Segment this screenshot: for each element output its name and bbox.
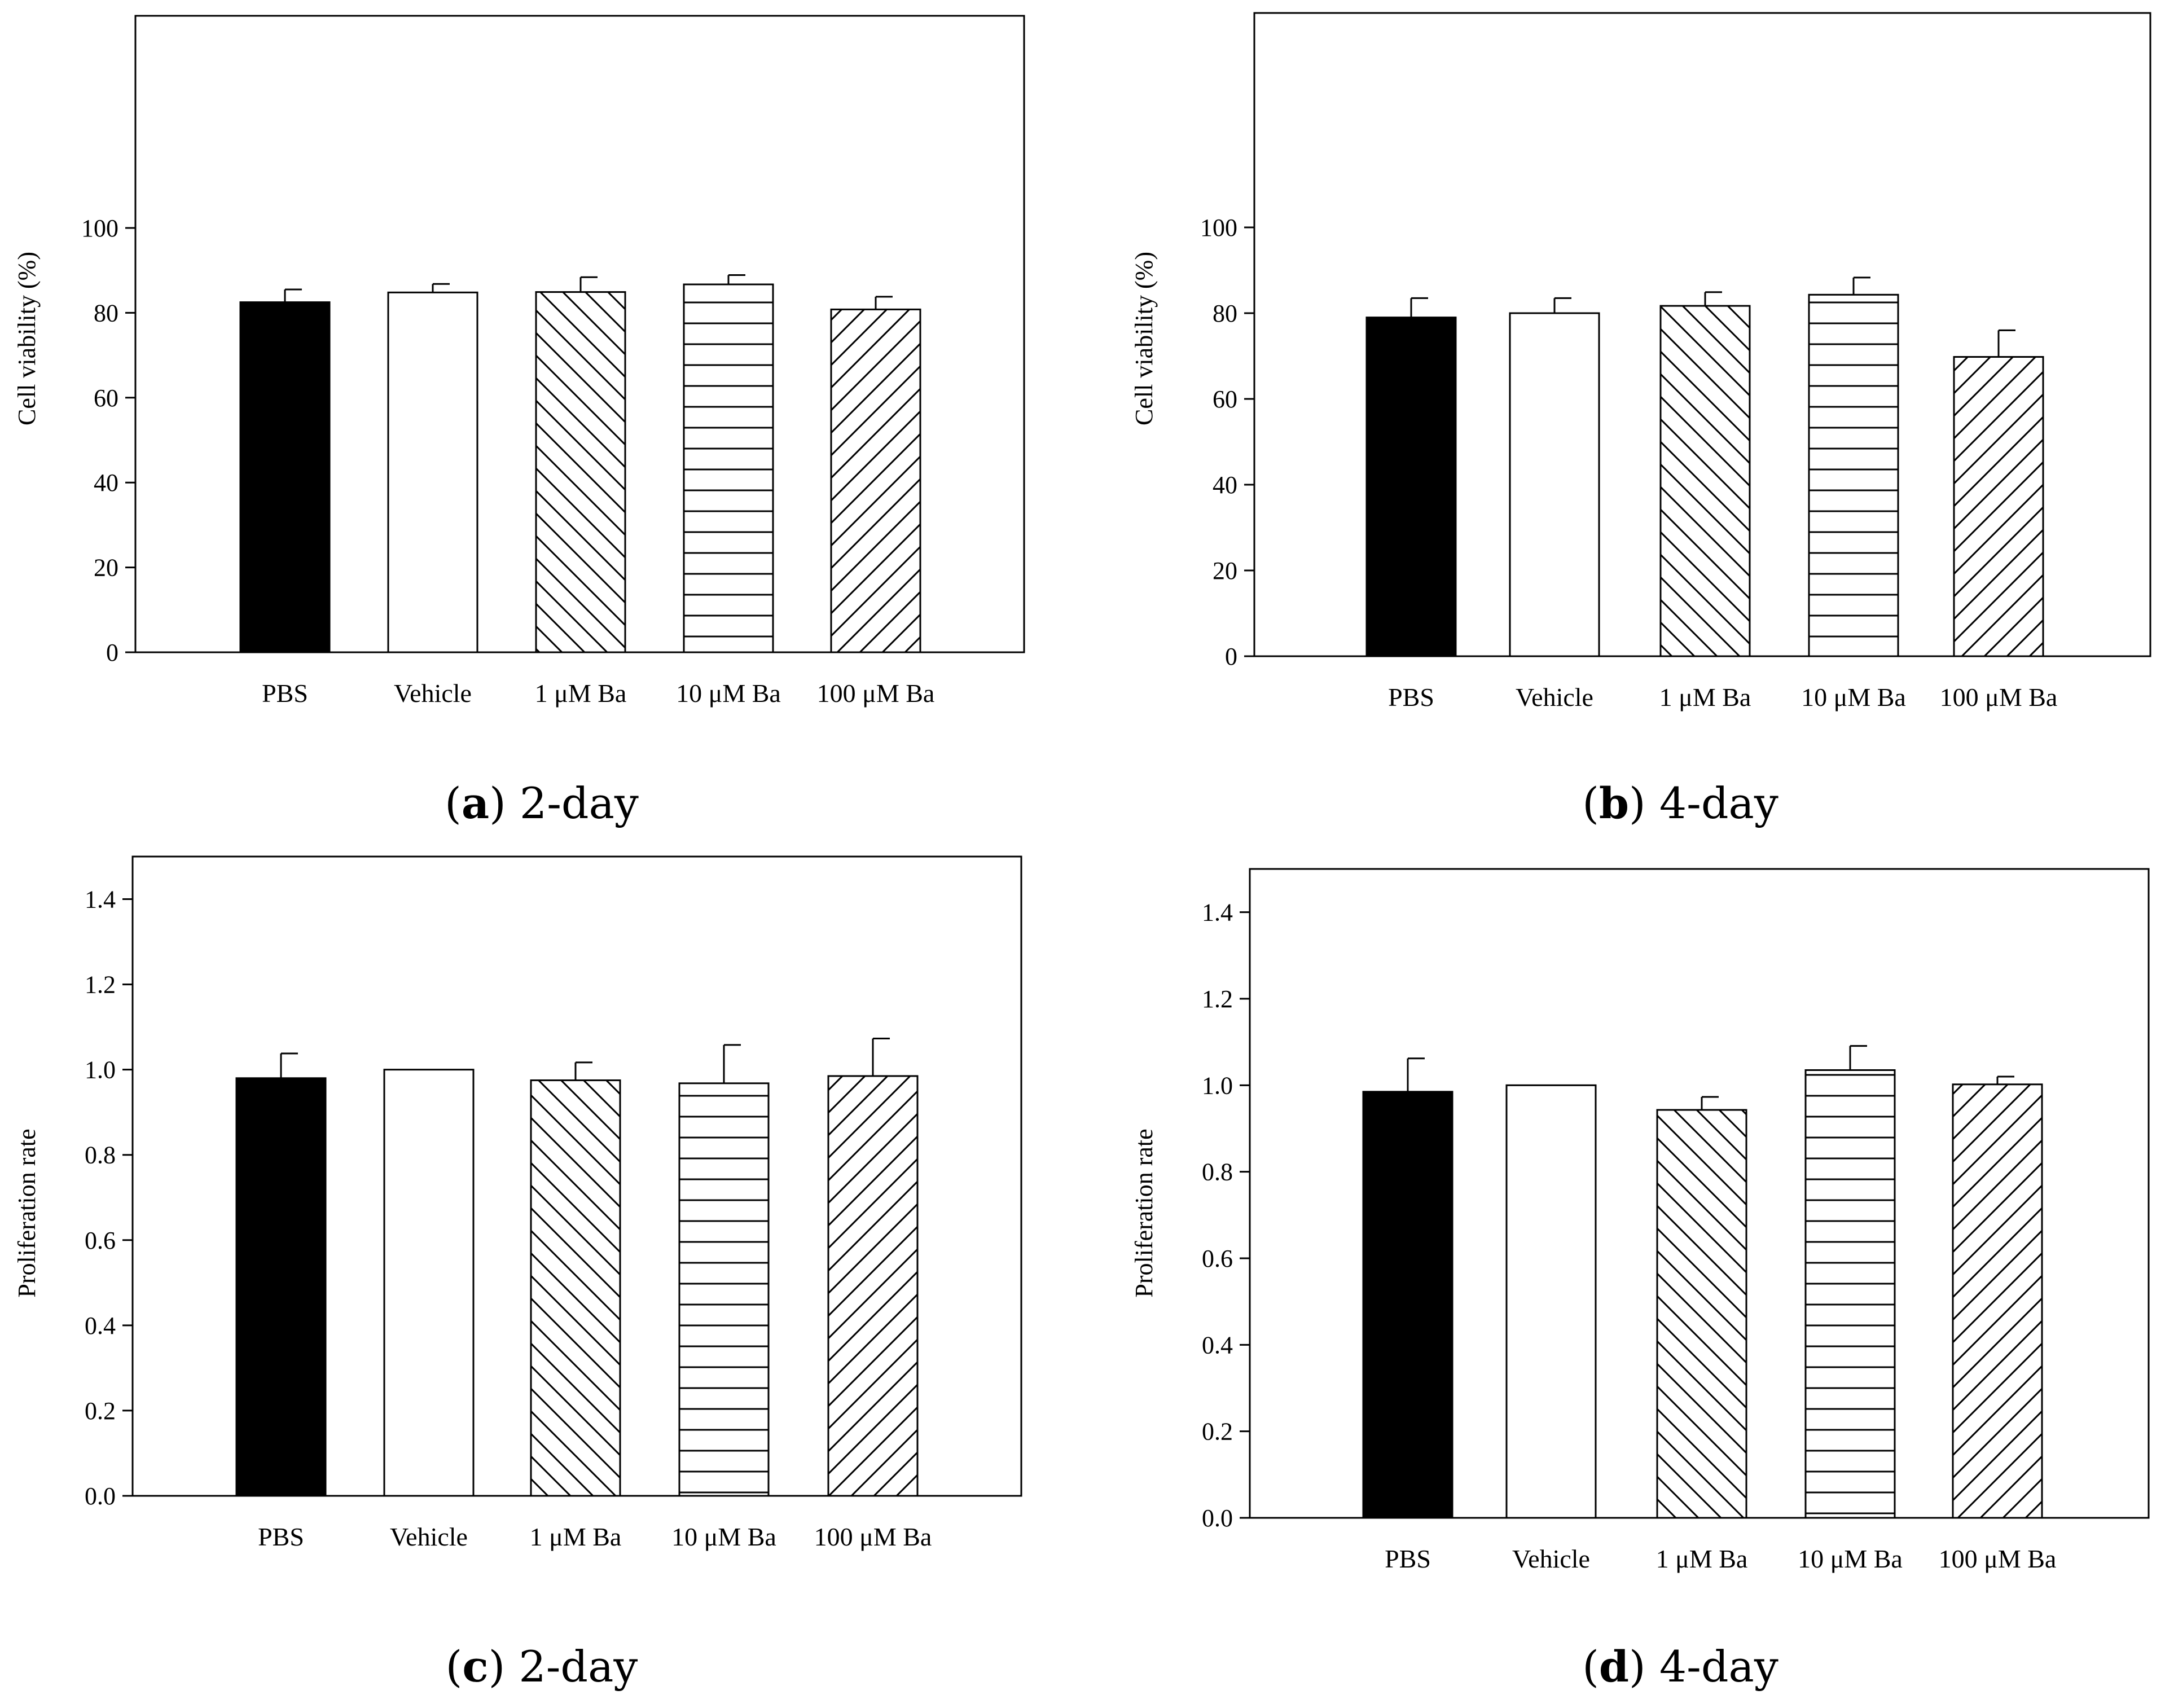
y-tick-label: 1.2 [85, 971, 116, 999]
y-tick-label: 0.8 [1202, 1158, 1233, 1186]
bar [1656, 1109, 1747, 1519]
y-tick-label: 100 [1200, 214, 1237, 242]
bars [235, 1038, 919, 1497]
y-ticks: 0.0 0.2 0.4 0.6 0.8 1.0 1.2 1.4 [85, 886, 133, 1510]
y-tick-label: 40 [94, 469, 118, 497]
y-tick-label: 0.0 [85, 1482, 116, 1510]
y-axis-title: Proliferation rate [1130, 1129, 1158, 1297]
panel-caption: (d) 4-day [1582, 1641, 1778, 1692]
category-label: 1 μM Ba [535, 679, 627, 708]
panel-caption: (b) 4-day [1582, 778, 1778, 828]
y-tick-label: 0 [1225, 643, 1237, 670]
y-tick-label: 0.4 [85, 1312, 116, 1340]
bar [1365, 317, 1457, 657]
y-tick-label: 80 [1213, 300, 1237, 327]
y-tick-label: 0.6 [85, 1227, 116, 1254]
bar [383, 1069, 475, 1497]
panel-caption: (a) 2-day [445, 778, 639, 828]
y-tick-label: 1.0 [1202, 1072, 1233, 1099]
category-label: PBS [1385, 1544, 1431, 1573]
bar [535, 291, 626, 653]
y-tick-label: 40 [1213, 471, 1237, 499]
y-tick-label: 0.8 [85, 1141, 116, 1169]
y-tick-label: 100 [81, 214, 118, 242]
bar [1953, 356, 2044, 657]
category-label: 100 μM Ba [1940, 683, 2058, 712]
y-tick-label: 80 [94, 299, 118, 327]
y-tick-label: 0.4 [1202, 1331, 1233, 1359]
y-axis-title: Cell viability (%) [13, 252, 41, 425]
category-label: PBS [258, 1522, 304, 1551]
category-label: 10 μM Ba [676, 679, 781, 708]
bars [1365, 276, 2044, 657]
bar [1505, 1084, 1597, 1519]
bars [1362, 1045, 2043, 1519]
category-label: 1 μM Ba [1656, 1544, 1748, 1573]
panel-d: 0.0 0.2 0.4 0.6 0.8 1.0 1.2 1.4 PBS Vehicle 1 μM … [1130, 868, 2150, 1692]
category-label: 100 μM Ba [817, 679, 935, 708]
bar [827, 1075, 919, 1497]
bar [239, 301, 331, 653]
y-tick-label: 0.0 [1202, 1504, 1233, 1532]
bar [530, 1079, 621, 1497]
panel-caption: (c) 2-day [446, 1641, 638, 1692]
category-label: 1 μM Ba [530, 1522, 622, 1551]
bar [235, 1077, 327, 1497]
category-label: PBS [262, 679, 308, 708]
y-tick-label: 0.2 [85, 1397, 116, 1425]
y-tick-label: 1.2 [1202, 985, 1233, 1013]
x-labels: PBS Vehicle 1 μM Ba 10 μM Ba 100 μM Ba [258, 1522, 932, 1551]
bar [387, 291, 478, 653]
bar [830, 308, 921, 653]
category-label: 10 μM Ba [1798, 1544, 1903, 1573]
category-label: 10 μM Ba [1801, 683, 1906, 712]
x-labels: PBS Vehicle 1 μM Ba 10 μM Ba 100 μM Ba [1385, 1544, 2056, 1573]
category-label: PBS [1388, 683, 1434, 712]
y-tick-label: 20 [94, 554, 118, 582]
bar [1659, 305, 1751, 657]
y-axis-title: Proliferation rate [13, 1129, 41, 1297]
y-tick-label: 20 [1213, 557, 1237, 585]
x-labels: PBS Vehicle 1 μM Ba 10 μM Ba 100 μM Ba [1388, 683, 2057, 712]
y-tick-label: 1.4 [1202, 899, 1233, 927]
y-tick-label: 60 [94, 384, 118, 412]
category-label: 10 μM Ba [671, 1522, 776, 1551]
y-tick-label: 0 [106, 639, 118, 666]
category-label: Vehicle [1516, 683, 1593, 712]
bars [239, 274, 921, 653]
category-label: Vehicle [390, 1522, 468, 1551]
panel-c: 0.0 0.2 0.4 0.6 0.8 1.0 1.2 1.4 PBS Vehicle 1 μM … [13, 855, 1022, 1692]
category-label: 100 μM Ba [1939, 1544, 2057, 1573]
y-ticks: 0 20 40 60 80 100 [81, 214, 135, 666]
bar [1362, 1091, 1453, 1519]
category-label: Vehicle [394, 679, 472, 708]
category-label: Vehicle [1512, 1544, 1590, 1573]
bar [1808, 293, 1899, 657]
y-tick-label: 0.2 [1202, 1418, 1233, 1446]
bar [678, 1082, 770, 1497]
x-labels: PBS Vehicle 1 μM Ba 10 μM Ba 100 μM Ba [262, 679, 934, 708]
y-ticks: 0 20 40 60 80 100 [1200, 214, 1254, 670]
bar [1804, 1069, 1896, 1519]
bar [1952, 1083, 2043, 1519]
y-ticks: 0.0 0.2 0.4 0.6 0.8 1.0 1.2 1.4 [1202, 899, 1250, 1532]
y-tick-label: 1.4 [85, 886, 116, 914]
category-label: 100 μM Ba [814, 1522, 932, 1551]
y-tick-label: 60 [1213, 385, 1237, 413]
y-axis-title: Cell viability (%) [1130, 252, 1158, 425]
category-label: 1 μM Ba [1659, 683, 1751, 712]
bar [683, 283, 774, 653]
panel-b: 0 20 40 60 80 100 PBS Vehicle 1 μM Ba 10 μM Ba 10… [1130, 12, 2151, 828]
panel-a: 0 20 40 60 80 100 PBS Vehicle 1 μM Ba 10 μM Ba 10… [13, 15, 1025, 828]
bar [1509, 312, 1600, 657]
y-tick-label: 1.0 [85, 1056, 116, 1084]
y-tick-label: 0.6 [1202, 1245, 1233, 1272]
